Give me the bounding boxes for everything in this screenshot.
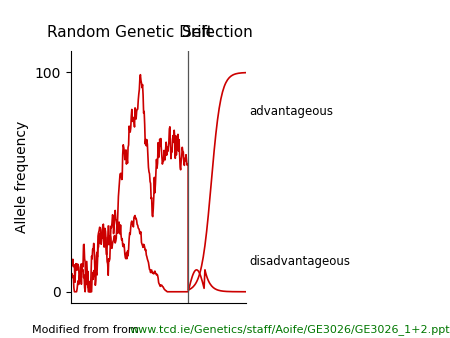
Text: advantageous: advantageous: [250, 105, 333, 118]
Text: www.tcd.ie/Genetics/staff/Aoife/GE3026/GE3026_1+2.ppt: www.tcd.ie/Genetics/staff/Aoife/GE3026/G…: [130, 324, 450, 335]
Text: Modified from from: Modified from from: [32, 324, 142, 335]
Text: Random Genetic Drift: Random Genetic Drift: [46, 25, 212, 41]
Y-axis label: Allele frequency: Allele frequency: [15, 121, 29, 233]
Text: disadvantageous: disadvantageous: [250, 255, 351, 268]
Text: Selection: Selection: [182, 25, 252, 41]
